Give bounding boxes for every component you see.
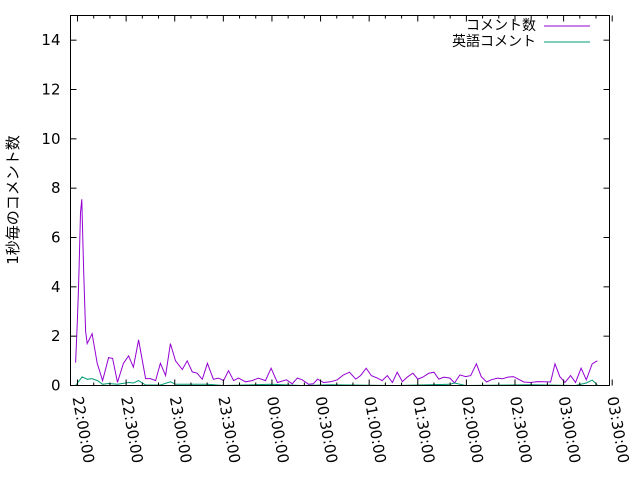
x-tick-label: 02:30:00 [506,395,535,464]
x-tick-label: 22:00:00 [69,395,98,464]
x-tick-label: 01:00:00 [360,395,389,464]
series-line-0 [75,199,598,385]
x-tick-label: 02:00:00 [457,395,486,464]
plot-border [70,15,610,386]
y-tick-label: 12 [41,81,60,99]
y-tick-label: 6 [51,229,61,247]
y-tick-label: 4 [51,278,61,296]
x-tick-label: 03:30:00 [603,395,632,464]
legend-label-0: コメント数 [466,18,536,34]
y-axis-label: 1秒毎のコメント数 [4,135,22,265]
x-tick-label: 00:30:00 [312,395,341,464]
y-tick-label: 2 [51,327,61,345]
y-tick-label: 0 [51,377,61,395]
x-tick-label: 00:00:00 [263,395,292,464]
legend: コメント数 英語コメント [452,18,590,50]
x-tick-label: 03:00:00 [555,395,584,464]
y-tick-label: 8 [51,179,61,197]
x-tick-label: 23:30:00 [214,395,243,464]
x-tick-label: 22:30:00 [117,395,146,464]
y-tick-label: 14 [41,31,60,49]
y-tick-label: 10 [41,130,60,148]
x-tick-label: 23:00:00 [166,395,195,464]
x-tick-label: 01:30:00 [409,395,438,464]
series-layer [75,199,598,387]
ticks-layer: 0 2 4 6 8 10 12 14 22:00:00 22:30:00 23:00:00 23:30… [41,15,633,465]
legend-label-1: 英語コメント [452,33,536,50]
